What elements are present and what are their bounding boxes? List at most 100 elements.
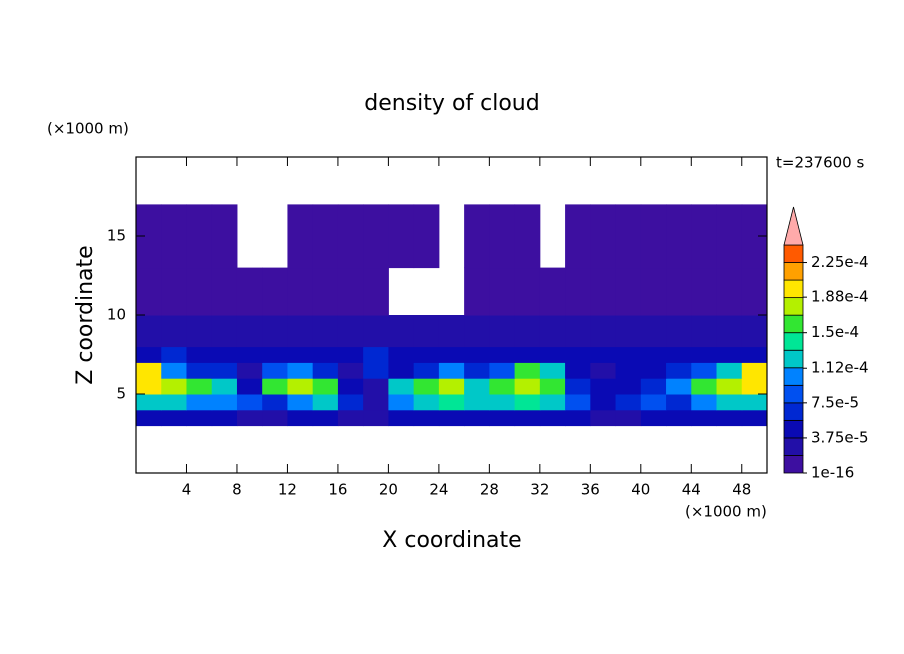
colorbar-band [783, 244, 804, 263]
cell [161, 378, 187, 395]
cell [716, 346, 743, 363]
cell [211, 362, 238, 379]
cell [691, 362, 718, 379]
cell [590, 409, 617, 427]
cell [514, 204, 541, 269]
cell [211, 315, 238, 348]
cell [640, 409, 667, 427]
cell [464, 394, 490, 411]
cell [539, 315, 566, 348]
cell [615, 362, 642, 379]
cell [716, 315, 743, 348]
cell [716, 204, 743, 269]
cell [363, 378, 389, 395]
cell [161, 362, 187, 379]
colorbar-tick-label: 1.12e-4 [811, 359, 869, 377]
colorbar-band [783, 314, 804, 334]
y-tick-label: 5 [116, 385, 126, 403]
colorbar-band [783, 384, 804, 404]
colorbar-band [783, 367, 804, 386]
cell [312, 267, 339, 316]
cell [236, 362, 263, 379]
cell [666, 204, 692, 269]
colorbar-band [783, 437, 804, 456]
cell [413, 204, 440, 269]
cell [287, 394, 314, 411]
cell [615, 378, 642, 395]
cell [666, 346, 692, 363]
cell [161, 394, 187, 411]
cell [312, 204, 339, 269]
cell [363, 315, 389, 348]
cell [464, 362, 490, 379]
cell [741, 394, 768, 411]
cell [691, 204, 718, 269]
x-tick-label: 16 [328, 481, 347, 499]
cell [741, 267, 768, 316]
cell [136, 409, 162, 427]
cell [211, 346, 238, 363]
cell [590, 362, 617, 379]
cell [186, 394, 213, 411]
cell [691, 409, 718, 427]
cell [666, 378, 692, 395]
cell [337, 346, 364, 363]
cell [489, 267, 516, 316]
cell [464, 267, 490, 316]
colorbar-extend [783, 206, 804, 246]
cell [539, 394, 566, 411]
cell [363, 409, 389, 427]
cell [539, 362, 566, 379]
cell [413, 394, 440, 411]
cell [565, 315, 591, 348]
y-tick-label: 10 [107, 306, 126, 324]
cell [691, 378, 718, 395]
cell [388, 394, 415, 411]
cell [363, 394, 389, 411]
field [136, 204, 768, 427]
cell [287, 378, 314, 395]
colorbar-band [783, 402, 804, 421]
x-tick-label: 36 [581, 481, 600, 499]
cell [590, 315, 617, 348]
cell [337, 378, 364, 395]
cell [514, 315, 541, 348]
cell [514, 394, 541, 411]
colorbar-tick-label: 1e-16 [811, 464, 854, 482]
y-tick-label: 15 [107, 227, 126, 245]
cell [186, 362, 213, 379]
cell [464, 409, 490, 427]
cell [565, 346, 591, 363]
cell [388, 346, 415, 363]
colorbar-band [783, 419, 804, 439]
cell [161, 204, 187, 269]
cell [741, 362, 768, 379]
cell [363, 204, 389, 269]
cell [413, 315, 440, 348]
cell [211, 394, 238, 411]
cell [640, 362, 667, 379]
cell [337, 394, 364, 411]
cell [438, 346, 465, 363]
cell [186, 378, 213, 395]
cell [615, 315, 642, 348]
cell [464, 315, 490, 348]
cell [539, 409, 566, 427]
cell [539, 267, 566, 316]
cell [388, 409, 415, 427]
cell [565, 362, 591, 379]
cell [262, 409, 288, 427]
cell [741, 315, 768, 348]
cell [186, 346, 213, 363]
cell [161, 267, 187, 316]
cell [236, 378, 263, 395]
cell [262, 378, 288, 395]
colorbar-band [783, 349, 804, 369]
cell [666, 315, 692, 348]
cell [413, 378, 440, 395]
cell [312, 362, 339, 379]
cell [438, 315, 465, 348]
cell [716, 362, 743, 379]
cell [640, 267, 667, 316]
cell [615, 204, 642, 269]
